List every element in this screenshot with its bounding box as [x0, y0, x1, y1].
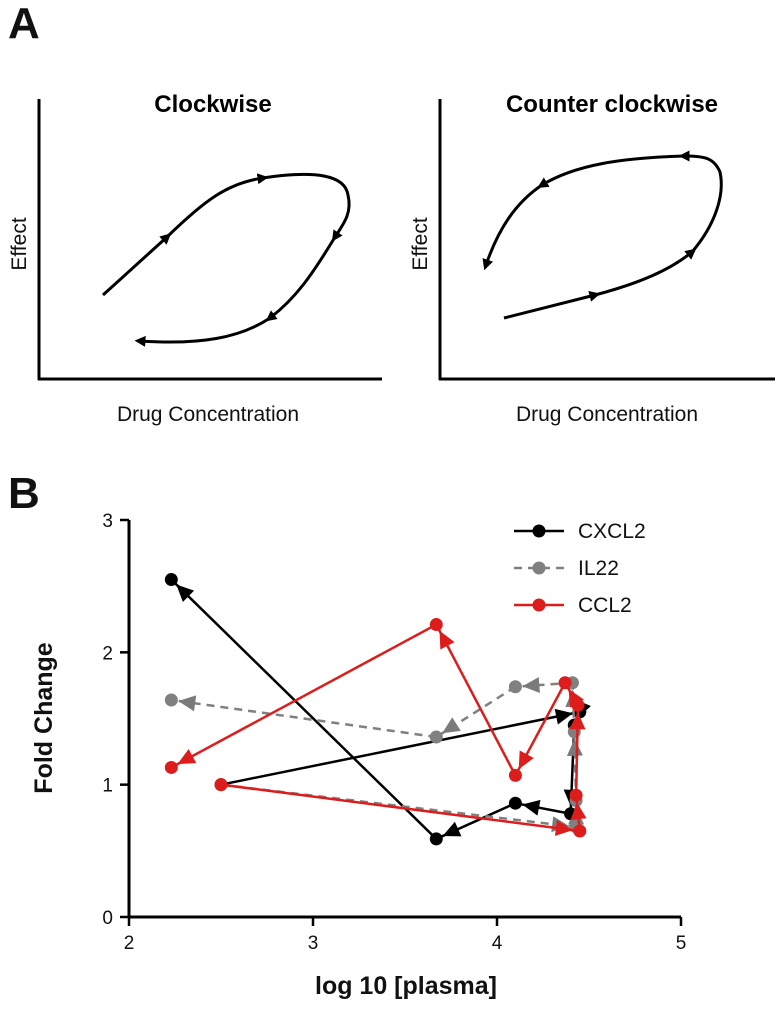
data-point — [429, 618, 443, 632]
series-line-segment — [435, 685, 517, 739]
clockwise-curve-segment-3 — [262, 172, 351, 242]
series-cxcl2 — [164, 573, 591, 846]
legend: CXCL2 IL22 CCL2 — [514, 520, 646, 617]
x-tick-label: 5 — [676, 933, 687, 954]
series-arrowhead — [522, 799, 541, 816]
data-point — [164, 693, 178, 707]
series-arrowhead — [522, 677, 540, 694]
legend-label: CXCL2 — [578, 520, 646, 543]
series-line-segment — [435, 623, 517, 776]
series-line-segment — [170, 578, 438, 840]
legend-label: CCL2 — [578, 594, 632, 617]
y-tick-label: 3 — [102, 511, 113, 532]
clockwise-curve-segment-2 — [165, 173, 269, 239]
data-point — [508, 680, 522, 694]
counterclockwise-curve-segment-5 — [482, 183, 543, 271]
clockwise-title: Clockwise — [154, 91, 271, 118]
data-point — [164, 760, 178, 774]
series-line-segment — [220, 783, 580, 833]
data-point — [571, 698, 585, 712]
series-arrowhead — [554, 708, 573, 725]
counterclockwise-curve-segment-4 — [537, 154, 685, 188]
series-arrowhead — [566, 738, 583, 756]
data-point — [214, 778, 228, 792]
data-point — [429, 730, 443, 744]
x-axis-title: log 10 [plasma] — [315, 972, 497, 1000]
series-arrowhead — [554, 819, 573, 836]
series-group — [164, 573, 591, 846]
y-tick-label: 2 — [102, 643, 113, 664]
legend-marker — [532, 598, 546, 612]
clockwise-plot: Clockwise Effect Drug Concentration — [8, 91, 382, 426]
counterclockwise-curve-segment-1 — [503, 291, 601, 320]
counterclockwise-title: Counter clockwise — [506, 91, 718, 118]
series-arrowhead — [442, 717, 461, 734]
clockwise-xlabel: Drug Concentration — [117, 403, 299, 426]
series-arrowhead — [439, 630, 455, 650]
data-point — [508, 768, 522, 782]
counterclockwise-ylabel: Effect — [409, 217, 432, 270]
counterclockwise-curve-segment-2 — [594, 248, 697, 297]
x-tick-label: 4 — [492, 933, 503, 954]
data-point — [429, 832, 443, 846]
clockwise-curve-segment-4 — [265, 236, 337, 322]
data-point — [164, 573, 178, 587]
series-line-segment — [170, 623, 437, 769]
data-point — [569, 788, 583, 802]
y-axis-title: Fold Change — [30, 642, 58, 793]
data-point — [558, 676, 572, 690]
series-arrowhead — [570, 802, 587, 820]
series-arrowhead — [442, 821, 462, 837]
clockwise-curve-segment-1 — [101, 233, 172, 297]
data-point — [508, 796, 522, 810]
legend-marker — [532, 561, 546, 575]
y-tick-label: 0 — [102, 908, 113, 929]
series-arrowhead — [176, 584, 195, 603]
clockwise-curve-segment-5 — [134, 316, 271, 347]
tick-group: 2 3 4 5 0 1 2 3 — [102, 511, 686, 954]
series-arrowhead — [177, 749, 197, 765]
series-line-segment — [220, 710, 581, 786]
counterclockwise-plot: Counter clockwise Effect Drug Concentrat… — [409, 91, 775, 426]
series-arrowhead — [569, 712, 586, 730]
panel-b-letter: B — [8, 469, 40, 518]
legend-label: IL22 — [578, 557, 619, 580]
x-tick-label: 3 — [308, 933, 319, 954]
x-tick-label: 2 — [124, 933, 135, 954]
series-arrowhead — [518, 750, 534, 770]
clockwise-ylabel: Effect — [8, 217, 31, 270]
data-point — [573, 824, 587, 838]
legend-marker — [532, 524, 546, 538]
y-tick-label: 1 — [102, 776, 113, 797]
counterclockwise-curve-segment-3 — [678, 150, 723, 253]
series-line-segment — [171, 698, 437, 739]
panel-a-letter: A — [8, 0, 40, 48]
series-ccl2 — [164, 618, 587, 838]
panel-b-chart: 2 3 4 5 0 1 2 3 CXCL2 IL22 CCL2 log 10 [plasma] F… — [30, 511, 686, 1000]
counterclockwise-xlabel: Drug Concentration — [516, 403, 698, 426]
series-arrowhead — [178, 695, 197, 712]
